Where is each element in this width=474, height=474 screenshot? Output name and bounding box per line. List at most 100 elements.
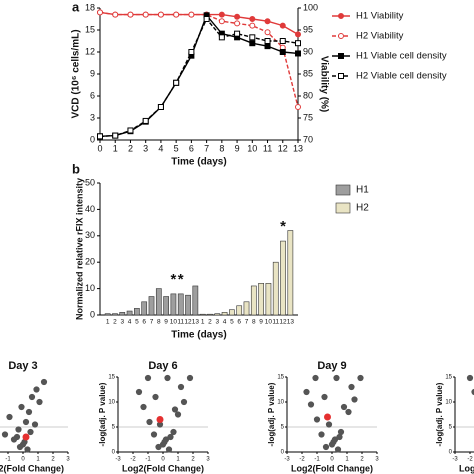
y-axis-label: -log(adj. P value) — [98, 382, 107, 446]
point — [318, 431, 325, 438]
point — [127, 127, 134, 134]
point — [234, 13, 241, 20]
legend-label: H2 — [356, 203, 369, 214]
point — [97, 133, 103, 140]
y-tick-label: 0 — [449, 450, 453, 456]
point — [25, 408, 33, 416]
x-tick-label: -3 — [284, 457, 290, 463]
x-tick-label: 3 — [206, 457, 210, 463]
point — [295, 40, 301, 47]
point — [331, 436, 339, 443]
point — [142, 117, 149, 124]
point — [188, 49, 195, 55]
x-tick-label: 1 — [113, 143, 118, 153]
x-tick-label: 8 — [252, 319, 256, 326]
x-tick-label: 2 — [191, 457, 195, 463]
x-tick-label: 11 — [263, 143, 272, 153]
point — [173, 79, 180, 86]
x-tick-label: 13 — [293, 143, 303, 153]
bar — [104, 313, 111, 316]
x-axis-label: Log2(Fold Change) — [291, 463, 373, 473]
bar — [134, 308, 140, 316]
point — [321, 393, 328, 401]
x-tick-label: 5 — [174, 143, 179, 153]
point — [345, 408, 352, 416]
panel-title: Day 3 — [8, 360, 37, 372]
y2-tick-label: 100 — [303, 2, 318, 12]
bar — [214, 313, 221, 316]
y2-tick-label: 75 — [303, 112, 313, 122]
x-tick-label: 6 — [237, 319, 241, 326]
point — [164, 374, 171, 382]
panel-label: b — [72, 161, 80, 176]
bar — [236, 305, 243, 316]
point — [218, 11, 225, 18]
point — [97, 9, 103, 16]
x-tick-label: -3 — [452, 457, 458, 463]
point — [157, 104, 164, 110]
bar — [192, 285, 199, 316]
point — [307, 401, 315, 408]
x-tick-label: 8 — [157, 319, 161, 326]
y2-tick-label: 95 — [303, 24, 313, 34]
x-tick-label: 9 — [259, 319, 263, 326]
x-tick-label: 2 — [128, 143, 133, 153]
point — [322, 443, 330, 451]
highlight-point — [324, 413, 331, 421]
legend-marker — [338, 73, 344, 79]
point — [295, 50, 301, 57]
point — [357, 374, 364, 382]
point — [165, 446, 173, 453]
point — [279, 22, 286, 29]
point — [28, 393, 36, 401]
annotation: * — [178, 271, 184, 288]
panel-title: Day 6 — [148, 360, 177, 372]
x-axis-label: Time (days) — [171, 157, 226, 168]
x-tick-label: -2 — [299, 457, 305, 463]
point — [337, 428, 345, 436]
x-tick-label: 3 — [143, 143, 148, 153]
bar — [141, 301, 148, 316]
y-tick-label: 30 — [85, 230, 95, 240]
point — [334, 446, 342, 453]
y-tick-label: 5 — [112, 425, 116, 431]
legend-label: H1 Viability — [356, 11, 404, 22]
y-tick-label: 20 — [85, 257, 95, 267]
series-line — [99, 11, 299, 108]
point — [135, 388, 143, 396]
point — [24, 446, 31, 453]
x-tick-label: -3 — [115, 457, 121, 463]
x-tick-label: -2 — [130, 457, 136, 463]
point — [171, 406, 179, 413]
x-tick-label: 13 — [287, 319, 295, 326]
x-tick-label: -2 — [467, 457, 473, 463]
x-tick-label: 3 — [375, 457, 379, 463]
highlight-point — [22, 433, 30, 441]
bar — [170, 293, 177, 316]
bar — [272, 261, 279, 316]
bar — [243, 301, 250, 316]
x-tick-label: 8 — [219, 143, 224, 153]
y-tick-label: 6 — [90, 90, 95, 100]
point — [466, 374, 474, 382]
point — [264, 29, 271, 36]
point — [249, 22, 256, 29]
x-tick-label: 11 — [272, 319, 279, 326]
legend-label: H1 — [356, 185, 369, 196]
legend-marker — [338, 33, 344, 39]
x-tick-label: 1 — [36, 457, 40, 463]
x-tick-label: 12 — [279, 319, 287, 326]
point — [27, 428, 34, 436]
x-tick-label: 12 — [278, 143, 288, 153]
y-tick-label: 15 — [108, 375, 115, 381]
point — [348, 383, 355, 391]
x-tick-label: -1 — [5, 457, 11, 463]
point — [325, 421, 333, 428]
bar — [207, 313, 213, 316]
y2-tick-label: 70 — [303, 134, 313, 144]
point — [471, 388, 474, 396]
y2-axis-label: Viability (%) — [318, 56, 329, 113]
legend-label: H2 Viable cell density — [356, 71, 447, 82]
point — [127, 11, 134, 18]
x-tick-label: 2 — [208, 319, 212, 326]
